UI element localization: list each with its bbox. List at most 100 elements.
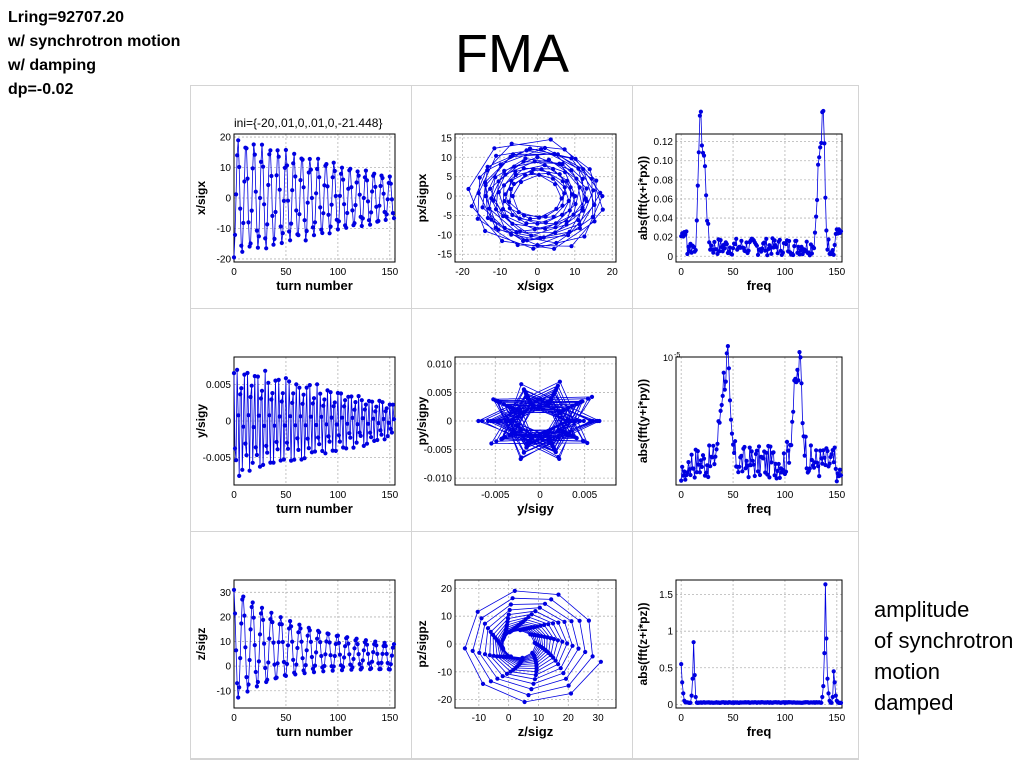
data-point [248, 241, 253, 246]
data-point [827, 461, 832, 466]
y-tick-label: 10 [441, 153, 453, 164]
data-point [349, 394, 354, 399]
data-point [549, 440, 554, 445]
data-point [359, 398, 364, 403]
data-point [725, 344, 730, 349]
data-point [546, 402, 551, 407]
data-point [535, 243, 540, 248]
data-point [501, 402, 506, 407]
data-point [577, 222, 582, 227]
y-tick-label: 0.06 [654, 194, 674, 205]
data-point [264, 443, 269, 448]
plot-frame [675, 579, 843, 709]
data-point [303, 238, 308, 243]
data-point [479, 616, 484, 621]
data-point [253, 445, 258, 450]
data-point [305, 633, 310, 638]
data-point [318, 391, 323, 396]
data-point [783, 241, 789, 247]
data-point [299, 639, 304, 644]
x-tick-label: 0 [678, 267, 684, 278]
data-point [538, 623, 543, 628]
data-point [688, 700, 693, 705]
data-point [294, 382, 299, 387]
data-point [262, 641, 267, 646]
data-point [541, 235, 546, 240]
data-point [511, 406, 516, 411]
data-point [714, 447, 719, 452]
data-point [253, 669, 258, 675]
data-point [256, 659, 261, 664]
data-point [585, 440, 590, 446]
plot-frame [454, 133, 617, 263]
data-point [262, 202, 267, 207]
data-point [295, 645, 300, 651]
data-point [755, 469, 761, 474]
x-axis-label: x/sigx [517, 278, 555, 293]
data-point [330, 448, 335, 453]
plot-p22: -0.005 0 0.005 -0.010 -0.005 0 0.005 0.010 y/sig… [415, 356, 617, 516]
data-point [531, 246, 536, 251]
data-point [551, 214, 556, 219]
y-tick-label: 20 [441, 584, 453, 595]
plot-frame [454, 579, 617, 709]
data-point [556, 454, 561, 460]
data-point [581, 418, 586, 424]
data-point [505, 418, 510, 424]
data-point [373, 639, 378, 644]
y-tick-label: 0 [446, 192, 452, 203]
data-point [561, 671, 566, 676]
data-point [792, 244, 797, 249]
data-point [236, 138, 241, 143]
data-point [388, 426, 393, 431]
data-point [518, 179, 524, 185]
data-point [550, 176, 556, 181]
data-point [388, 662, 393, 667]
data-point [334, 422, 339, 427]
data-point [822, 141, 827, 146]
data-point [712, 239, 717, 245]
data-point [496, 179, 501, 184]
data-point [551, 166, 556, 172]
data-point [577, 418, 582, 424]
data-point [765, 253, 770, 258]
data-point [259, 605, 265, 610]
data-point [708, 464, 713, 469]
data-point [348, 166, 353, 171]
data-point [756, 444, 762, 449]
data-point [272, 423, 277, 428]
data-point [698, 109, 703, 114]
data-point [727, 398, 733, 403]
plot-title: ini={-20,.01,0,.01,0,-21.448} [234, 116, 382, 130]
data-point [519, 455, 524, 460]
data-point [824, 636, 829, 641]
plot-cell-p22: -0.005 0 0.005 -0.010 -0.005 0 0.005 0.010 y/sig… [412, 309, 632, 531]
data-point [767, 475, 772, 480]
data-point [500, 637, 505, 642]
data-point [271, 460, 276, 465]
data-point [343, 398, 348, 403]
data-point [566, 233, 571, 238]
data-point [477, 650, 482, 655]
data-point [355, 169, 360, 174]
data-point [364, 178, 370, 183]
data-point [821, 108, 826, 114]
data-point [694, 218, 699, 223]
data-point [733, 439, 738, 444]
data-point [528, 216, 533, 221]
data-point [269, 610, 274, 615]
data-point [809, 457, 814, 463]
data-point [564, 418, 569, 424]
data-point [356, 173, 361, 178]
data-point [241, 220, 246, 226]
data-point [312, 220, 318, 225]
data-point [701, 456, 707, 461]
data-point [740, 469, 745, 474]
data-point [690, 676, 695, 681]
data-point [310, 401, 315, 406]
data-point [476, 191, 481, 196]
data-point [267, 152, 272, 157]
data-point [354, 636, 359, 641]
data-point [491, 653, 496, 658]
data-point [268, 148, 273, 153]
